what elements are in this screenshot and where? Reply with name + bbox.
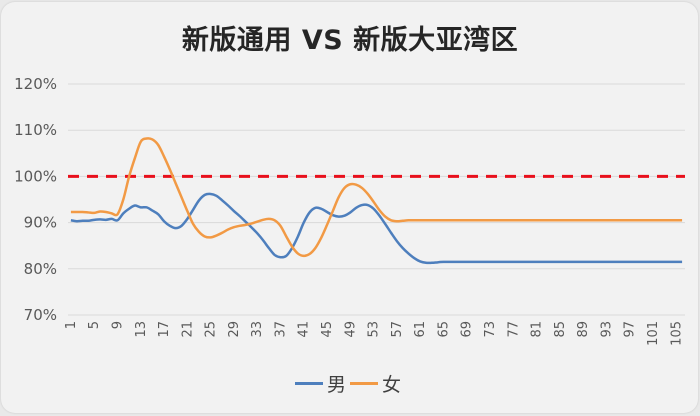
legend-item-female: 女: [350, 370, 405, 397]
x-tick-label: 21: [180, 321, 195, 338]
legend-label-male: 男: [326, 374, 346, 396]
series-line-female: [70, 137, 683, 258]
x-tick-label: 45: [320, 321, 335, 338]
x-tick-label: 89: [576, 321, 591, 338]
x-tick-label: 1: [64, 321, 79, 329]
x-tick-label: 49: [343, 321, 358, 338]
legend: 男 女: [0, 370, 700, 397]
x-tick-label: 69: [460, 321, 475, 338]
x-tick-label: 9: [110, 321, 125, 329]
x-tick-label: 33: [250, 321, 265, 338]
x-tick-label: 5: [87, 321, 102, 329]
legend-item-male: 男: [294, 370, 350, 397]
x-tick-label: 53: [367, 321, 382, 338]
series-line-male: [70, 192, 683, 265]
x-tick-label: 101: [646, 321, 661, 346]
y-tick-label: 90%: [24, 214, 57, 232]
x-tick-label: 105: [669, 321, 684, 346]
x-tick-label: 77: [506, 321, 521, 338]
x-tick-label: 85: [553, 321, 568, 338]
y-tick-label: 110%: [14, 121, 57, 139]
x-tick-label: 37: [273, 321, 288, 338]
chart-title: 新版通用 VS 新版大亚湾区: [181, 25, 519, 56]
x-tick-label: 17: [157, 321, 172, 338]
x-tick-label: 61: [413, 321, 428, 338]
x-tick-label: 41: [297, 321, 312, 338]
x-tick-label: 65: [436, 321, 451, 338]
x-tick-label: 97: [623, 321, 638, 338]
x-tick-label: 81: [530, 321, 545, 338]
x-tick-label: 93: [599, 321, 614, 338]
x-tick-label: 13: [134, 321, 149, 338]
y-tick-label: 120%: [14, 75, 57, 93]
x-tick-label: 57: [390, 321, 405, 338]
legend-swatch-male: [294, 382, 323, 385]
y-tick-label: 70%: [24, 306, 57, 324]
y-tick-label: 80%: [24, 260, 57, 278]
x-tick-label: 29: [227, 321, 242, 338]
y-tick-label: 100%: [14, 167, 57, 185]
legend-label-female: 女: [382, 374, 402, 396]
x-tick-label: 25: [204, 321, 219, 338]
legend-swatch-female: [350, 382, 378, 385]
x-tick-label: 73: [483, 321, 498, 338]
